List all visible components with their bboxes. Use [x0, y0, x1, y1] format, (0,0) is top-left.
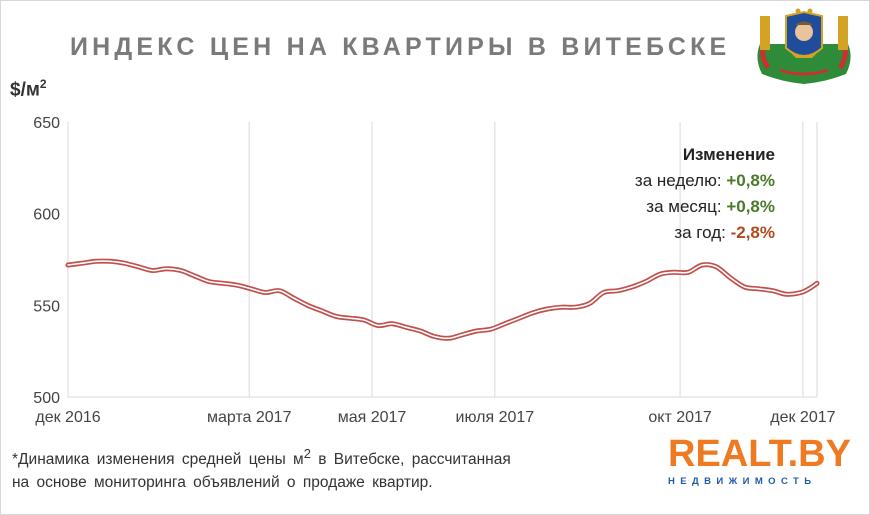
change-value-month: +0,8% [726, 197, 775, 216]
logo-subtitle: НЕДВИЖИМОСТЬ [668, 476, 817, 487]
footnote-line-2: на основе мониторинга объявлений о прода… [12, 474, 433, 492]
change-row-month: за месяц: +0,8% [646, 197, 775, 216]
footnote: *Динамика изменения средней цены м2 в Ви… [12, 442, 592, 494]
change-heading: Изменение [682, 145, 775, 164]
footnote-line-1: *Динамика изменения средней цены м2 в Ви… [12, 446, 511, 469]
change-row-week: за неделю: +0,8% [634, 171, 775, 190]
x-tick-label: мая 2017 [338, 409, 407, 426]
change-row-year: за год: -2,8% [674, 223, 775, 242]
realt-by-logo[interactable]: REALT.BY НЕДВИЖИМОСТЬ [668, 433, 851, 498]
chart-title: ИНДЕКС ЦЕН НА КВАРТИРЫ В ВИТЕБСКЕ [70, 33, 731, 61]
change-value-year: -2,8% [730, 223, 775, 242]
change-summary: Изменение за неделю: +0,8% за месяц: +0,… [635, 142, 775, 246]
change-value-week: +0,8% [726, 171, 775, 190]
x-tick-label: окт 2017 [648, 409, 712, 426]
y-tick-label: 500 [33, 390, 60, 407]
x-tick-label: марта 2017 [207, 409, 292, 426]
series-line [65, 258, 820, 341]
series-line-highlight [67, 260, 818, 340]
x-tick-label: дек 2016 [35, 409, 100, 426]
y-axis-unit: $/м2 [10, 77, 47, 101]
y-tick-label: 650 [33, 115, 60, 132]
logo-brand: REALT.BY [668, 433, 851, 475]
y-tick-label: 550 [33, 298, 60, 315]
x-tick-label: июля 2017 [456, 409, 535, 426]
vitebsk-coat-of-arms-icon [757, 8, 851, 84]
y-tick-label: 600 [33, 207, 60, 224]
x-tick-label: дек 2017 [770, 409, 835, 426]
